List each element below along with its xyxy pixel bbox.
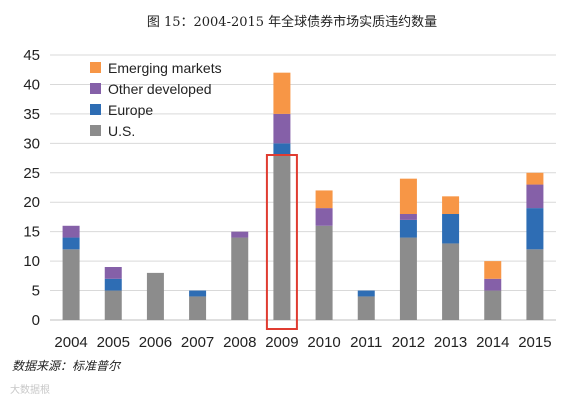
bar-2015-emerging-markets: [526, 172, 544, 185]
x-tick-label-2014: 2014: [476, 334, 509, 351]
bar-2009-europe: [273, 143, 291, 156]
bar-2014-u-s-: [484, 290, 502, 320]
bar-2012-u-s-: [399, 237, 417, 320]
legend-label-u-s-: U.S.: [108, 123, 135, 139]
x-tick-label-2010: 2010: [307, 334, 340, 351]
bar-2008-u-s-: [231, 237, 249, 320]
bar-2013-emerging-markets: [442, 196, 460, 214]
bar-2005-other-developed: [104, 267, 122, 279]
bar-2013-europe: [442, 214, 460, 244]
y-tick-label-25: 25: [23, 165, 40, 182]
x-tick-label-2013: 2013: [434, 334, 467, 351]
x-tick-label-2006: 2006: [139, 334, 172, 351]
x-tick-label-2012: 2012: [392, 334, 425, 351]
y-tick-label-30: 30: [23, 135, 40, 152]
y-tick-label-5: 5: [32, 283, 40, 300]
bar-2008-other-developed: [231, 231, 249, 238]
bar-2010-other-developed: [315, 208, 333, 226]
y-tick-label-45: 45: [23, 47, 40, 64]
legend-label-other-developed: Other developed: [108, 81, 212, 97]
bar-2014-emerging-markets: [484, 261, 502, 279]
y-tick-label-0: 0: [32, 312, 40, 329]
bar-2010-emerging-markets: [315, 190, 333, 209]
x-tick-label-2004: 2004: [54, 334, 87, 351]
bar-2004-u-s-: [62, 249, 80, 320]
x-tick-label-2008: 2008: [223, 334, 256, 351]
bar-2005-europe: [104, 278, 122, 291]
bar-2004-europe: [62, 237, 80, 250]
y-tick-label-15: 15: [23, 224, 40, 241]
bar-2007-europe: [189, 290, 207, 297]
bar-2010-u-s-: [315, 225, 333, 320]
legend-label-emerging-markets: Emerging markets: [108, 60, 222, 76]
bar-2015-other-developed: [526, 184, 544, 209]
bar-2015-europe: [526, 208, 544, 250]
legend-swatch-europe: [90, 104, 101, 115]
legend-swatch-emerging-markets: [90, 62, 101, 73]
y-tick-label-40: 40: [23, 76, 40, 93]
bar-2004-other-developed: [62, 225, 80, 238]
bar-2006-u-s-: [146, 272, 164, 320]
bar-2009-emerging-markets: [273, 72, 291, 114]
bar-2009-other-developed: [273, 113, 291, 144]
x-tick-label-2011: 2011: [350, 334, 382, 351]
bar-2012-europe: [399, 219, 417, 238]
y-tick-label-20: 20: [23, 194, 40, 211]
legend-swatch-other-developed: [90, 83, 101, 94]
watermark: 大数据根: [10, 385, 50, 396]
page-title: 图 15：2004-2015 年全球债券市场实质违约数量: [146, 15, 438, 30]
bar-2011-u-s-: [357, 296, 375, 320]
bar-2007-u-s-: [189, 296, 207, 320]
y-tick-label-35: 35: [23, 106, 40, 123]
bar-2012-other-developed: [399, 214, 417, 220]
x-tick-label-2007: 2007: [181, 334, 214, 351]
highlight-box-2009: [265, 154, 298, 330]
bar-2015-u-s-: [526, 249, 544, 320]
source-note: 数据来源：标准普尔: [12, 359, 121, 373]
bar-2009-u-s-: [273, 155, 291, 320]
bar-2014-other-developed: [484, 278, 502, 291]
bar-2013-u-s-: [442, 243, 460, 320]
x-tick-label-2005: 2005: [97, 334, 130, 351]
bar-2005-u-s-: [104, 290, 122, 320]
x-tick-label-2009: 2009: [265, 334, 298, 351]
y-tick-label-10: 10: [23, 253, 40, 270]
bar-2011-europe: [357, 290, 375, 297]
legend-swatch-u-s-: [90, 125, 101, 136]
x-tick-label-2015: 2015: [518, 334, 551, 351]
bar-2012-emerging-markets: [399, 178, 417, 214]
legend-label-europe: Europe: [108, 102, 153, 118]
